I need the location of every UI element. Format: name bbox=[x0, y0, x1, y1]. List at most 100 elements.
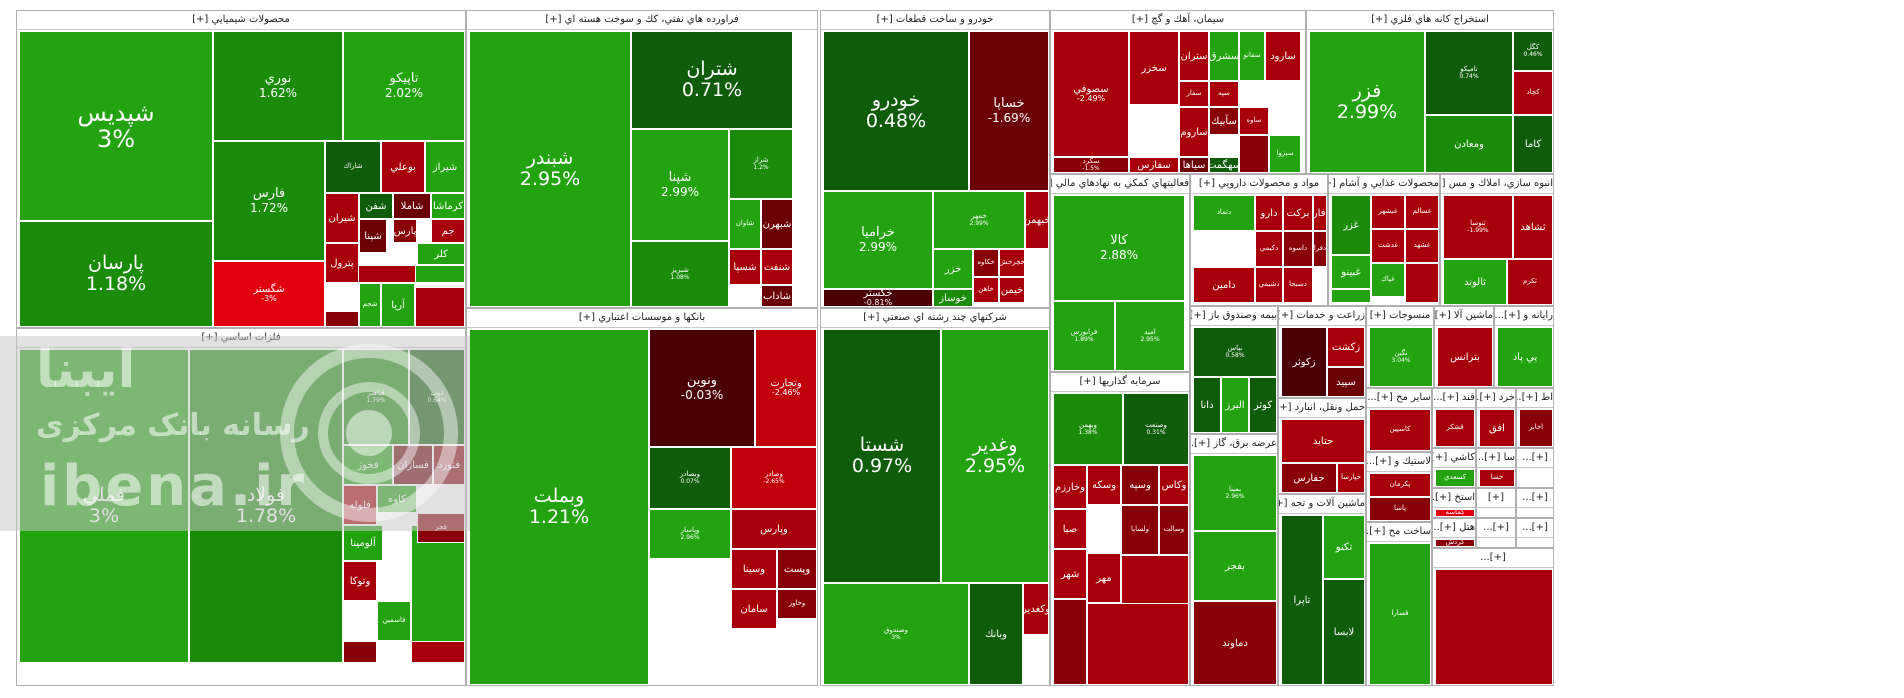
stock-tile[interactable]: سكرد -1.5% bbox=[1053, 157, 1129, 173]
stock-tile[interactable]: كگل 0.46% bbox=[1513, 31, 1553, 71]
stock-tile[interactable]: جم bbox=[431, 219, 465, 243]
stock-tile[interactable]: شاوان bbox=[729, 199, 761, 249]
stock-tile[interactable]: شاراك bbox=[325, 141, 381, 193]
stock-tile[interactable]: كاسپين bbox=[1369, 409, 1431, 451]
stock-tile[interactable]: وصادر -2.65% bbox=[731, 447, 817, 509]
sector-title[interactable]: [+] bbox=[1477, 489, 1515, 508]
stock-tile[interactable]: ثشاهد bbox=[1513, 195, 1553, 259]
stock-tile[interactable]: كماسه bbox=[1435, 509, 1475, 517]
stock-tile[interactable]: كاما bbox=[1513, 115, 1553, 173]
stock-tile[interactable]: خزر bbox=[933, 249, 973, 289]
stock-tile[interactable]: شبريز 1.08% bbox=[631, 241, 729, 307]
small-stock-tile[interactable] bbox=[415, 287, 465, 327]
stock-tile[interactable]: شپنا 2.99% bbox=[631, 129, 729, 241]
stock-tile[interactable]: پارس bbox=[393, 219, 417, 243]
stock-tile[interactable]: فباهنر 1.79% bbox=[343, 349, 409, 445]
stock-tile[interactable]: خگستر -0.81% bbox=[823, 289, 933, 307]
stock-tile[interactable]: غبينو bbox=[1331, 255, 1371, 289]
stock-tile[interactable]: بركت bbox=[1283, 195, 1313, 231]
small-stock-tile[interactable] bbox=[1121, 555, 1189, 607]
stock-tile[interactable]: كچاد bbox=[1513, 71, 1553, 115]
stock-tile[interactable]: دفرا bbox=[1313, 231, 1327, 267]
stock-tile[interactable]: خساپا -1.69% bbox=[969, 31, 1049, 191]
stock-tile[interactable]: وكاس bbox=[1159, 465, 1189, 505]
stock-tile[interactable]: دشيمي bbox=[1255, 267, 1283, 303]
sector-title[interactable]: رايانه و [+]... bbox=[1495, 307, 1553, 326]
stock-tile[interactable]: سياها bbox=[1179, 157, 1209, 173]
stock-tile[interactable]: فرابورس 1.89% bbox=[1053, 301, 1115, 371]
stock-tile[interactable]: شبندر 2.95% bbox=[469, 31, 631, 307]
stock-tile[interactable]: بوعلي bbox=[381, 141, 425, 193]
small-stock-tile[interactable] bbox=[1239, 135, 1269, 173]
stock-tile[interactable]: شپنا bbox=[359, 219, 387, 253]
stock-tile[interactable]: دماوند bbox=[1193, 601, 1277, 685]
stock-tile[interactable]: وصندوق 3% bbox=[823, 583, 969, 685]
stock-tile[interactable]: سپه bbox=[1209, 81, 1239, 107]
stock-tile[interactable]: وغدير 2.95% bbox=[941, 329, 1049, 583]
stock-tile[interactable]: وسكه bbox=[1087, 465, 1121, 505]
stock-tile[interactable]: غبشهر bbox=[1371, 195, 1405, 229]
stock-tile[interactable]: فجر bbox=[417, 513, 465, 543]
sector-title[interactable]: سيمان، آهك و گچ [+] bbox=[1051, 11, 1305, 30]
small-stock-tile[interactable] bbox=[1087, 603, 1189, 685]
stock-tile[interactable]: خوساز bbox=[933, 289, 973, 307]
stock-tile[interactable]: آلومينا bbox=[343, 525, 383, 561]
stock-tile[interactable]: شيراز bbox=[425, 141, 465, 193]
stock-tile[interactable]: وخارزم bbox=[1053, 465, 1087, 509]
small-stock-tile[interactable] bbox=[411, 641, 465, 663]
stock-tile[interactable]: وسپه bbox=[1121, 465, 1159, 505]
stock-tile[interactable]: خودرو 0.48% bbox=[823, 31, 969, 191]
sector-title[interactable]: منسوجات [+] bbox=[1367, 307, 1433, 326]
stock-tile[interactable]: كوثر bbox=[1249, 377, 1277, 433]
stock-tile[interactable]: ستران bbox=[1179, 31, 1209, 81]
stock-tile[interactable]: دكيمي bbox=[1255, 231, 1283, 267]
stock-tile[interactable]: دامين bbox=[1193, 267, 1255, 303]
stock-tile[interactable]: ساروم bbox=[1179, 107, 1209, 157]
sector-title[interactable]: فلزات اساسي [+] bbox=[17, 329, 465, 348]
stock-tile[interactable]: شجم bbox=[359, 283, 381, 327]
stock-tile[interactable]: شهر bbox=[1053, 549, 1087, 599]
stock-tile[interactable]: سآبيك bbox=[1209, 107, 1239, 135]
stock-tile[interactable]: فسارا bbox=[1369, 543, 1431, 685]
stock-tile[interactable]: حسا bbox=[1479, 469, 1515, 487]
stock-tile[interactable]: حفارس bbox=[1281, 463, 1337, 493]
stock-tile[interactable]: شاداب bbox=[761, 285, 793, 307]
stock-tile[interactable]: پارسان 1.18% bbox=[19, 221, 213, 327]
stock-tile[interactable]: خمهر 2.99% bbox=[933, 191, 1025, 249]
stock-tile[interactable]: كاوه bbox=[377, 485, 417, 513]
stock-tile[interactable]: غسالم bbox=[1405, 195, 1439, 229]
stock-tile[interactable]: كلر bbox=[417, 243, 465, 265]
small-stock-tile[interactable] bbox=[1435, 569, 1553, 685]
stock-tile[interactable]: غپاك bbox=[1371, 263, 1405, 297]
stock-tile[interactable]: سخزر bbox=[1129, 31, 1179, 105]
stock-tile[interactable]: فلوله bbox=[343, 485, 377, 525]
stock-tile[interactable]: بپاس 0.58% bbox=[1193, 327, 1277, 377]
small-stock-tile[interactable] bbox=[325, 311, 359, 327]
sector-title[interactable]: [+]... bbox=[1517, 489, 1553, 508]
stock-tile[interactable]: شاملا bbox=[393, 193, 431, 219]
stock-tile[interactable]: شيران bbox=[325, 193, 359, 243]
stock-tile[interactable]: بفجر bbox=[1193, 531, 1277, 601]
stock-tile[interactable]: غزر bbox=[1331, 195, 1371, 255]
stock-tile[interactable]: وصنعت 0.31% bbox=[1123, 393, 1189, 465]
sector-title[interactable]: هتل [+]... bbox=[1433, 519, 1475, 538]
sector-title[interactable]: قند [+]... bbox=[1433, 389, 1475, 408]
sector-title[interactable]: خودرو و ساخت قطعات [+] bbox=[821, 11, 1049, 30]
stock-tile[interactable]: آريا bbox=[381, 283, 415, 327]
sector-title[interactable]: محصولات شيميايي [+] bbox=[17, 11, 465, 30]
stock-tile[interactable]: وسالت bbox=[1159, 505, 1189, 555]
sector-title[interactable]: ماشين آلا [+]... bbox=[1435, 307, 1493, 326]
stock-tile[interactable]: سامان bbox=[731, 589, 777, 629]
stock-tile[interactable]: فخوز bbox=[343, 445, 393, 485]
stock-tile[interactable]: فسازان bbox=[393, 445, 433, 485]
stock-tile[interactable]: نوري 1.62% bbox=[213, 31, 343, 141]
stock-tile[interactable]: نگين 3.04% bbox=[1369, 327, 1433, 387]
stock-tile[interactable]: شفن bbox=[359, 193, 393, 219]
stock-tile[interactable]: ناميكو 0.74% bbox=[1425, 31, 1513, 115]
sector-title[interactable]: حمل ونقل، انبارد [+]... bbox=[1279, 399, 1365, 418]
stock-tile[interactable]: پترول bbox=[325, 243, 359, 283]
stock-tile[interactable]: شبهرن bbox=[761, 199, 793, 249]
stock-tile[interactable]: ساوه bbox=[1239, 107, 1269, 135]
stock-tile[interactable]: مهر bbox=[1087, 553, 1121, 603]
stock-tile[interactable]: خچرخش bbox=[999, 249, 1025, 277]
